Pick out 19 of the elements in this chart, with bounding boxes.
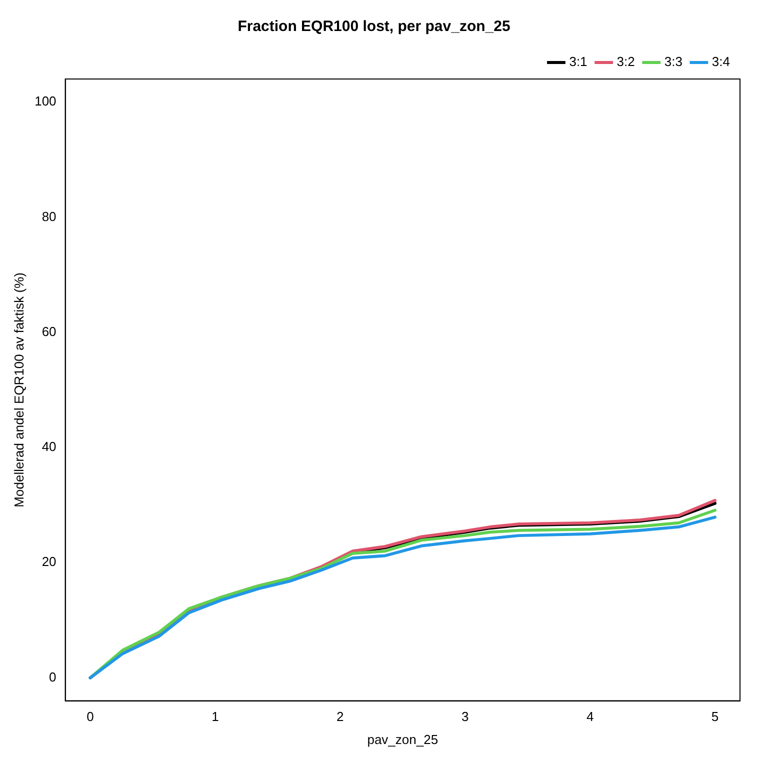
x-tick-label: 1 xyxy=(212,709,219,724)
x-tick-label: 4 xyxy=(586,709,594,724)
x-tick-label: 0 xyxy=(86,709,94,724)
x-tick-label: 5 xyxy=(711,709,719,724)
y-tick-label: 100 xyxy=(34,94,56,109)
legend-label: 3:2 xyxy=(616,54,635,70)
y-tick-label: 40 xyxy=(42,439,56,454)
y-tick-label: 60 xyxy=(42,324,56,339)
y-axis-title: Modellerad andel EQR100 av faktisk (%) xyxy=(11,272,26,508)
legend-label: 3:3 xyxy=(664,54,682,70)
chart-title: Fraction EQR100 lost, per pav_zon_25 xyxy=(238,18,510,36)
legend-label: 3:1 xyxy=(569,54,588,70)
x-tick-label: 3 xyxy=(462,709,469,724)
x-axis-title: pav_zon_25 xyxy=(367,732,438,747)
y-tick-label: 80 xyxy=(42,208,56,224)
x-tick-label: 2 xyxy=(336,709,344,724)
y-tick-label: 0 xyxy=(49,669,56,684)
legend-label: 3:4 xyxy=(712,54,730,70)
y-tick-label: 20 xyxy=(42,554,56,570)
